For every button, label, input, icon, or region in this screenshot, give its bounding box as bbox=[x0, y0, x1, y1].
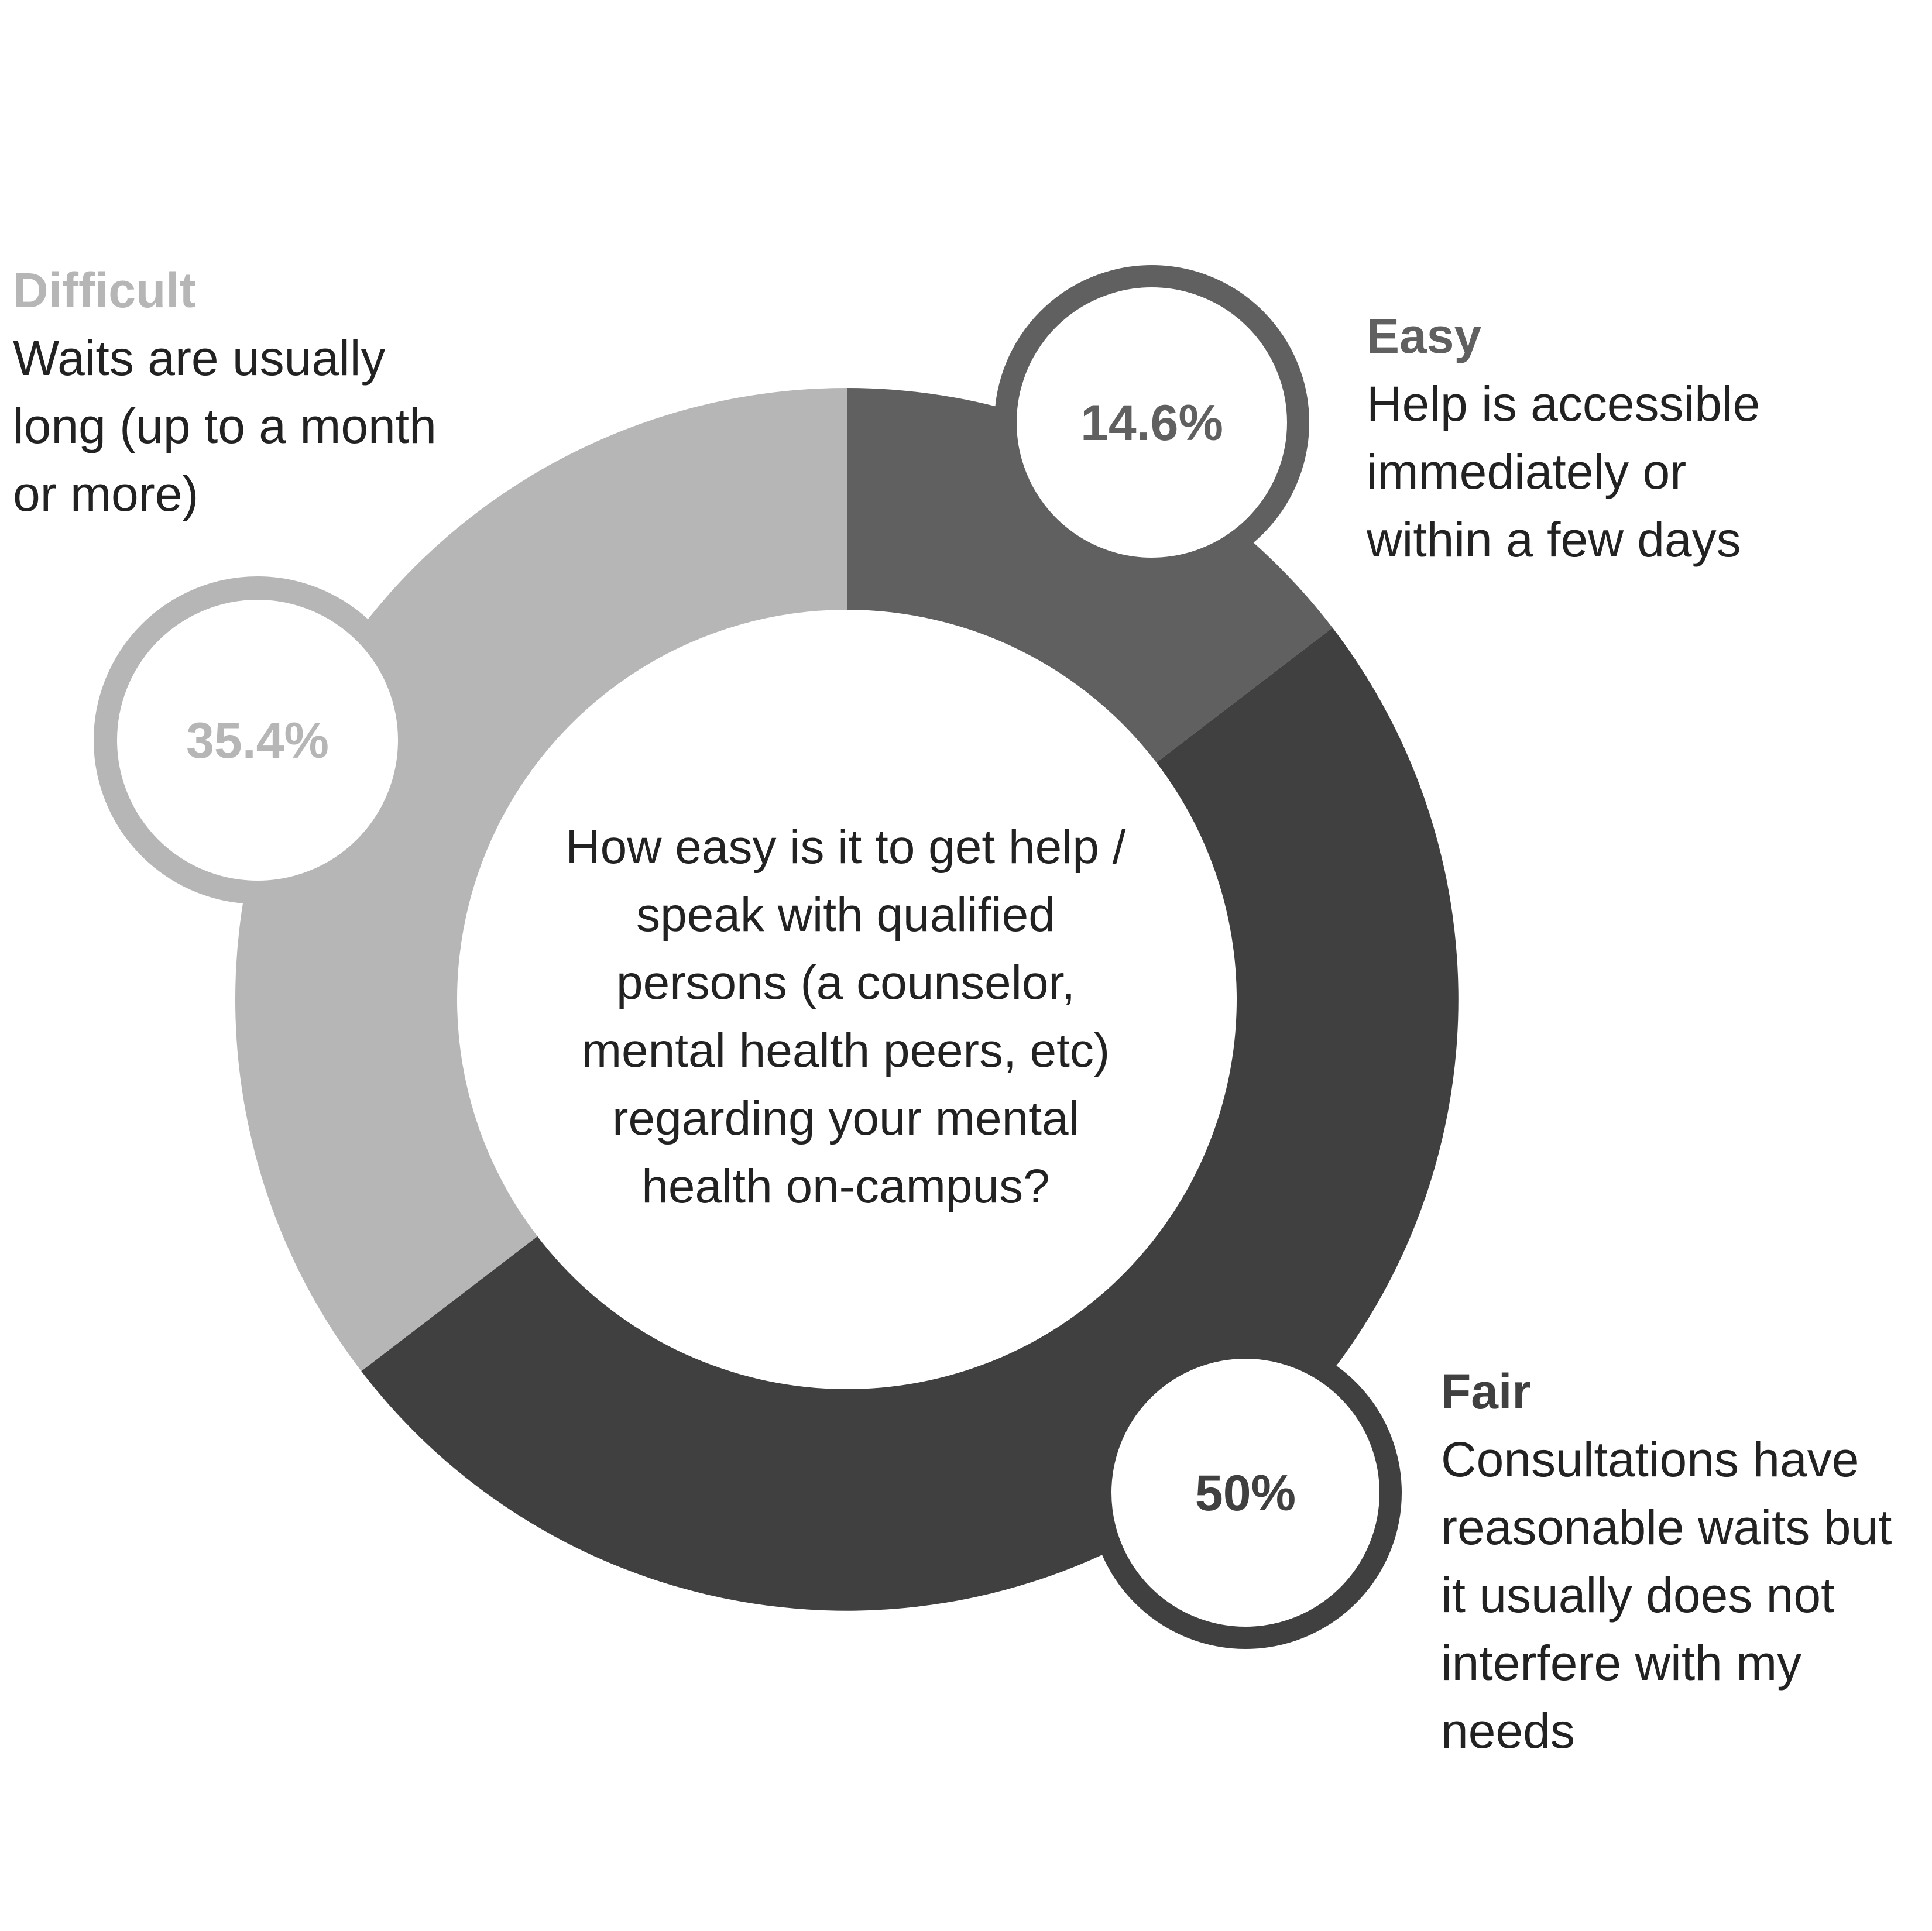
data-label-easy: 14.6% bbox=[1080, 395, 1223, 451]
slice-difficult bbox=[235, 388, 847, 1372]
bubble-ring-difficult bbox=[94, 576, 421, 904]
bubble-ring-fair bbox=[1089, 1336, 1402, 1649]
bubble-fair: 50% bbox=[1089, 1336, 1402, 1649]
legend-fair-description: Consultations have reasonable waits but … bbox=[1441, 1432, 1892, 1758]
legend-difficult-title: Difficult bbox=[13, 263, 196, 318]
bubble-ring-easy bbox=[994, 265, 1309, 580]
legend-easy-description: Help is accessible immediately or within… bbox=[1367, 376, 1761, 567]
legend-fair: Fair Consultations have reasonable waits… bbox=[1441, 1358, 1932, 1765]
legend-difficult: Difficult Waits are usually long (up to … bbox=[13, 256, 516, 528]
bubble-easy: 14.6% bbox=[994, 265, 1309, 580]
legend-easy: Easy Help is accessible immediately or w… bbox=[1367, 302, 1893, 573]
data-label-difficult: 35.4% bbox=[186, 713, 329, 769]
bubble-difficult: 35.4% bbox=[94, 576, 421, 904]
legend-easy-title: Easy bbox=[1367, 308, 1482, 363]
legend-difficult-description: Waits are usually long (up to a month or… bbox=[13, 331, 437, 521]
legend-fair-title: Fair bbox=[1441, 1364, 1532, 1419]
slice-easy bbox=[847, 388, 1333, 763]
chart-title: How easy is it to get help / speak with … bbox=[565, 820, 1126, 1213]
data-label-fair: 50% bbox=[1195, 1465, 1296, 1521]
value-bubbles: 14.6% 50% 35.4% bbox=[94, 265, 1402, 1649]
